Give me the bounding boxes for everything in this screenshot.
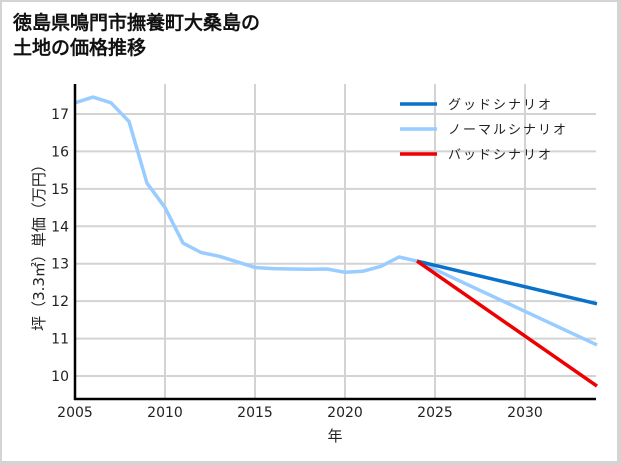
gridlines <box>75 84 596 399</box>
data-lines <box>74 95 598 388</box>
y-tick-label: 15 <box>51 182 69 198</box>
series-line <box>74 95 598 347</box>
series-line <box>416 259 598 388</box>
y-tick-label: 11 <box>51 332 69 348</box>
legend-label: グッドシナリオ <box>448 98 553 113</box>
y-tick-label: 17 <box>51 107 69 123</box>
y-tick-label: 16 <box>51 144 69 160</box>
legend-label: ノーマルシナリオ <box>448 123 568 138</box>
axes <box>73 84 596 401</box>
x-tick-label: 2010 <box>147 405 183 421</box>
legend-label: バッドシナリオ <box>448 148 553 163</box>
chart-card <box>2 2 617 461</box>
x-tick-label: 2020 <box>327 405 363 421</box>
x-tick-label: 2025 <box>417 405 453 421</box>
y-tick-label: 10 <box>51 369 69 385</box>
x-tick-label: 2015 <box>237 405 273 421</box>
x-tick-label: 2030 <box>507 405 543 421</box>
y-tick-label: 12 <box>51 294 69 310</box>
x-tick-label: 2005 <box>57 405 93 421</box>
tick-labels: 10 11 12 13 14 15 16 17 2005 2010 2015 2020 2025 2030 <box>51 107 543 421</box>
series-line <box>416 259 598 306</box>
y-axis-label: 坪（3.3㎡）単価（万円） <box>30 157 48 331</box>
x-axis-label: 年 <box>327 427 342 445</box>
y-tick-label: 13 <box>51 257 69 273</box>
chart-title: 徳島県鳴門市撫養町大桑島の 土地の価格推移 <box>13 12 261 59</box>
y-tick-label: 14 <box>51 219 69 235</box>
